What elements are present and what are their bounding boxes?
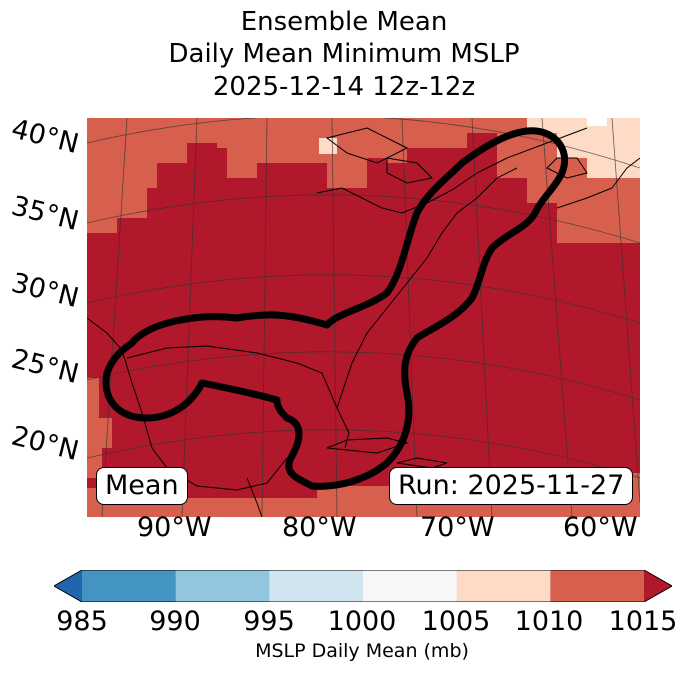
- colorbar-tick-1010: 1010: [514, 606, 584, 637]
- colorbar-tick-995: 995: [243, 606, 295, 637]
- title-line-1: Ensemble Mean: [240, 7, 448, 37]
- colorbar-extend-high: [644, 570, 672, 602]
- colorbar-tick-1000: 1000: [327, 606, 397, 637]
- colorbar-cell: [269, 570, 364, 602]
- lon-label-80w: 80°W: [282, 512, 357, 543]
- colorbar: [54, 570, 672, 602]
- field-1015-patch: [587, 118, 607, 126]
- colorbar-cell: [456, 570, 551, 602]
- mean-label-box: Mean: [96, 467, 188, 505]
- colorbar-extend-low: [54, 570, 82, 602]
- lat-label-30: 30°N: [8, 267, 82, 315]
- field-1005-1010-west: [87, 378, 112, 478]
- graticule: [86, 115, 641, 518]
- map-svg: [86, 115, 641, 518]
- field-1000-1005-n: [319, 138, 337, 154]
- colorbar-cells: [54, 570, 672, 602]
- run-date-box: Run: 2025-11-27: [389, 467, 634, 505]
- colorbar-tick-990: 990: [149, 606, 201, 637]
- colorbar-cell: [550, 570, 645, 602]
- lon-label-90w: 90°W: [137, 512, 212, 543]
- title-line-2: Daily Mean Minimum MSLP: [168, 39, 520, 69]
- colorbar-cell: [82, 570, 177, 602]
- title-line-3: 2025-12-14 12z-12z: [212, 72, 476, 102]
- lat-label-35: 35°N: [8, 190, 82, 238]
- mslp-contour: [102, 127, 568, 490]
- colorbar-tick-985: 985: [56, 606, 108, 637]
- lon-label-70w: 70°W: [420, 512, 495, 543]
- colorbar-cell: [363, 570, 458, 602]
- colorbar-tick-1005: 1005: [421, 606, 491, 637]
- colorbar-cell: [175, 570, 270, 602]
- field-1000-1005-ne: [527, 118, 640, 178]
- map-panel: [86, 115, 641, 518]
- lat-label-40: 40°N: [8, 113, 82, 161]
- colorbar-label: MSLP Daily Mean (mb): [255, 640, 469, 662]
- colorbar-tick-1015: 1015: [608, 606, 678, 637]
- field-1005-1010-north: [87, 118, 387, 233]
- lat-label-20: 20°N: [8, 420, 82, 468]
- lat-label-25: 25°N: [8, 343, 82, 391]
- lon-label-60w: 60°W: [563, 512, 638, 543]
